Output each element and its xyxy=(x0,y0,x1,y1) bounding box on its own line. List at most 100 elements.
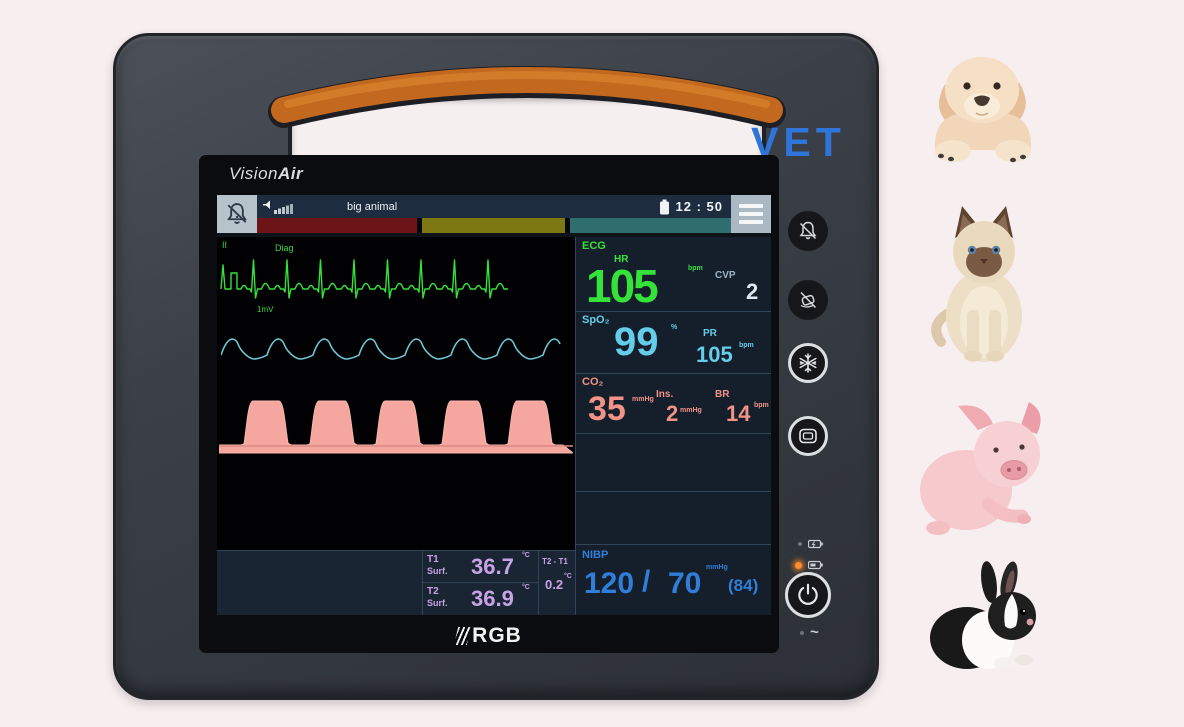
empty-parameter-panel[interactable] xyxy=(576,492,771,545)
logo-text: RGB xyxy=(472,624,522,647)
capnography-waveform xyxy=(219,400,573,454)
screen-bezel: VisionAir xyxy=(199,155,779,653)
alarm-volume-icon xyxy=(263,200,293,214)
carry-handle[interactable] xyxy=(268,50,786,142)
battery-icon xyxy=(659,199,669,214)
empty-parameter-panel[interactable] xyxy=(576,434,771,492)
manufacturer-logo: RGB xyxy=(199,623,779,649)
hamburger-icon xyxy=(739,204,763,208)
freeze-button[interactable] xyxy=(788,343,828,383)
ecg-panel[interactable]: ECG HR 105 bpm CVP 2 xyxy=(576,237,771,312)
co2-title: CO₂ xyxy=(582,376,604,388)
screen-icon xyxy=(799,428,817,444)
ac-symbol: ~ xyxy=(810,624,819,641)
spo2-title: SpO₂ xyxy=(582,314,610,326)
nibp-map: (84) xyxy=(728,576,759,595)
hr-value: 105 xyxy=(586,260,659,312)
soft-key-red[interactable] xyxy=(257,218,417,233)
pr-label: PR xyxy=(703,328,717,339)
battery-1-icon xyxy=(808,539,823,549)
alarm-off-icon xyxy=(799,221,817,240)
nibp-panel[interactable]: NIBP 120 / 70 mmHg (84) xyxy=(576,545,771,615)
ins-unit: mmHg xyxy=(680,407,702,414)
nibp-sys: 120 xyxy=(584,567,635,600)
t2-value: 36.9 xyxy=(471,586,514,611)
co2-panel[interactable]: CO₂ 35 mmHg Ins. 2 mmHg BR 14 bpm xyxy=(576,374,771,434)
clock: 12 : 50 xyxy=(675,199,723,214)
hr-label: HR xyxy=(614,254,629,265)
t2-site: Surf. xyxy=(427,598,448,608)
soft-key-olive[interactable] xyxy=(422,218,565,233)
delta-unit: °C xyxy=(564,573,572,580)
status-bar: big animal 12 : 50 xyxy=(257,195,731,218)
nibp-dia: 70 xyxy=(668,567,702,600)
delta-value: 0.2 xyxy=(545,577,564,592)
pr-value: 105 xyxy=(696,342,733,367)
ac-power-indicator: ~ xyxy=(800,624,819,641)
menu-button[interactable] xyxy=(731,195,771,233)
t1-site: Surf. xyxy=(427,566,448,576)
alarm-off-icon xyxy=(227,203,247,224)
co2-value: 35 xyxy=(588,390,626,428)
brand-air: Air xyxy=(278,164,304,183)
piglet-photo xyxy=(920,402,1041,535)
br-value: 14 xyxy=(726,401,751,426)
power-icon xyxy=(798,583,818,605)
waveform-area: II Diag 1mV xyxy=(217,237,575,550)
monitor-display: big animal 12 : 50 xyxy=(217,195,771,615)
t1-unit: °C xyxy=(522,552,530,559)
br-unit: bpm xyxy=(754,402,769,409)
vitals-column: ECG HR 105 bpm CVP 2 SpO₂ 99 % PR 105 bp… xyxy=(575,237,771,615)
t1-value: 36.7 xyxy=(471,554,514,579)
empty-parameter-panel[interactable] xyxy=(217,551,423,615)
kitten-photo xyxy=(931,206,1022,362)
battery-status-2 xyxy=(795,560,823,570)
nibp-slash: / xyxy=(642,565,651,598)
nibp-stop-icon xyxy=(800,291,817,309)
display-mode-button[interactable] xyxy=(788,416,828,456)
nibp-title: NIBP xyxy=(582,549,609,561)
soft-key-strip xyxy=(257,218,731,233)
temp2-cell: T2 Surf. 36.9 °C xyxy=(423,583,538,615)
delta-label: T2 - T1 xyxy=(542,557,568,566)
t2-unit: °C xyxy=(522,584,530,591)
t1-label: T1 xyxy=(427,554,439,565)
alarm-silence-button[interactable] xyxy=(788,211,828,251)
spo2-value: 99 xyxy=(614,320,659,364)
temp1-cell: T1 Surf. 36.7 °C xyxy=(423,551,538,583)
co2-unit: mmHg xyxy=(632,396,654,403)
cvp-label: CVP xyxy=(715,270,736,281)
ecg-waveform xyxy=(220,259,508,299)
puppy-photo xyxy=(934,57,1032,163)
battery-status-1 xyxy=(798,539,823,549)
ecg-title: ECG xyxy=(582,240,606,252)
pr-unit: bpm xyxy=(739,342,754,349)
bottom-parameter-row: T1 Surf. 36.7 °C T2 Surf. 36.9 °C xyxy=(217,550,575,615)
br-label: BR xyxy=(715,389,730,400)
alarm-paused-indicator[interactable] xyxy=(217,195,257,233)
nibp-stop-button[interactable] xyxy=(788,280,828,320)
spo2-panel[interactable]: SpO₂ 99 % PR 105 bpm xyxy=(576,312,771,374)
power-button[interactable] xyxy=(785,572,831,618)
ecg-lead-label: II xyxy=(222,240,228,250)
temperature-panel[interactable]: T1 Surf. 36.7 °C T2 Surf. 36.9 °C xyxy=(423,551,538,615)
battery-2-icon xyxy=(808,560,823,570)
t2-label: T2 xyxy=(427,586,439,597)
hr-unit: bpm xyxy=(688,265,703,272)
pleth-waveform xyxy=(221,338,561,360)
ecg-cal-label: 1mV xyxy=(257,305,274,314)
temp-delta-panel[interactable]: T2 - T1 0.2 °C xyxy=(538,551,575,615)
patient-mode-label[interactable]: big animal xyxy=(347,200,398,213)
ins-label: Ins. xyxy=(656,389,674,400)
patient-monitor: VET VisionAir xyxy=(113,33,879,700)
spo2-unit: % xyxy=(671,324,678,331)
nibp-unit: mmHg xyxy=(706,564,728,571)
ins-value: 2 xyxy=(666,401,679,426)
cvp-value: 2 xyxy=(746,279,759,304)
brand-vision: Vision xyxy=(229,164,278,183)
soft-key-teal[interactable] xyxy=(570,218,731,233)
ecg-filter-label: Diag xyxy=(275,243,294,253)
brand-name: VisionAir xyxy=(229,164,303,184)
logo-mark-icon xyxy=(453,627,472,645)
